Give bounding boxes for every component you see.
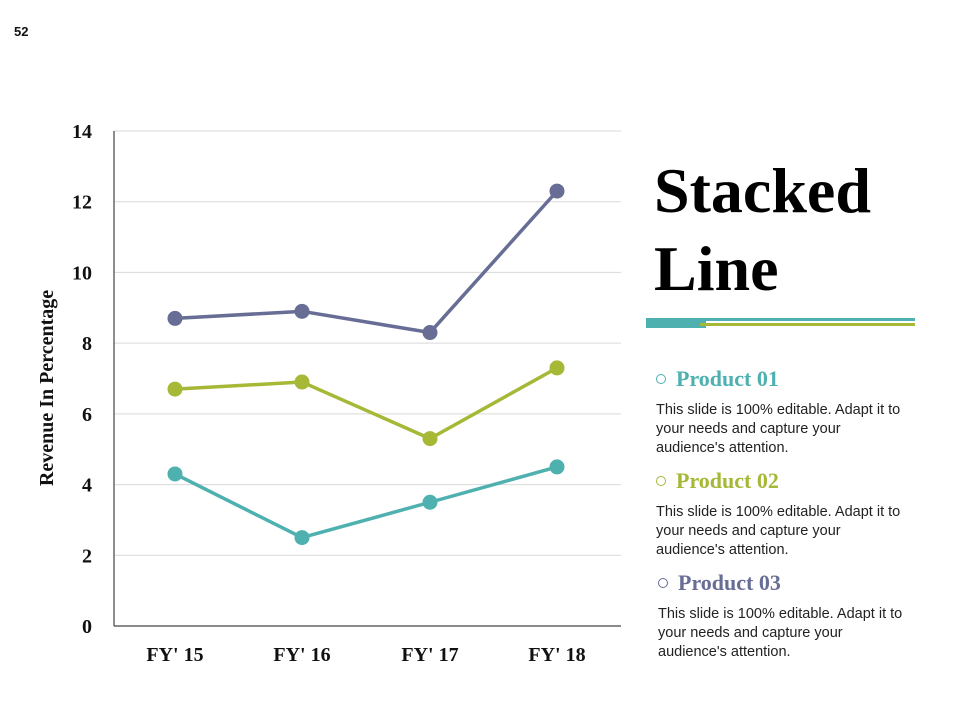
slide-title: Stacked Line <box>654 152 871 308</box>
y-tick-label: 6 <box>82 404 92 426</box>
legend-description-product-03: This slide is 100% editable. Adapt it to… <box>658 606 903 660</box>
x-tick-label: FY' 18 <box>528 644 585 666</box>
title-line-1: Stacked <box>654 155 871 226</box>
data-point-series-1 <box>549 459 565 475</box>
series-line-1 <box>174 465 558 540</box>
y-tick-label: 12 <box>72 192 92 214</box>
legend-description-product-02: This slide is 100% editable. Adapt it to… <box>656 504 901 558</box>
y-tick-label: 0 <box>82 616 92 638</box>
x-tick-label: FY' 17 <box>401 644 458 666</box>
data-point-series-2 <box>549 360 565 376</box>
legend-product-02: Product 02 <box>656 468 779 494</box>
y-tick-label: 14 <box>72 121 92 143</box>
accent-line-teal <box>700 318 915 321</box>
bullet-icon <box>658 578 668 588</box>
x-tick-label: FY' 16 <box>273 644 330 666</box>
y-axis-title: Revenue In Percentage <box>36 290 58 486</box>
legend-label-product-02: Product 02 <box>676 468 779 493</box>
x-tick-label: FY' 15 <box>146 644 203 666</box>
data-point-series-2 <box>422 431 438 447</box>
data-point-series-1 <box>167 466 183 482</box>
y-tick-label: 4 <box>82 475 92 497</box>
bullet-icon <box>656 374 666 384</box>
data-point-series-2 <box>294 374 310 390</box>
line-chart: 0 2 4 6 8 10 12 14 FY' 15 FY' 16 FY' 17 FY' 18 Reven… <box>36 121 621 666</box>
legend-description-product-01: This slide is 100% editable. Adapt it to… <box>656 402 901 456</box>
y-tick-label: 10 <box>72 262 92 284</box>
data-point-series-3 <box>549 183 565 199</box>
legend-product-01: Product 01 <box>656 366 779 392</box>
data-point-series-3 <box>422 325 438 341</box>
page-number: 52 <box>14 24 29 39</box>
title-line-2: Line <box>654 233 779 304</box>
accent-bar-teal <box>646 318 706 328</box>
y-tick-label: 8 <box>82 333 92 355</box>
legend-product-03: Product 03 <box>658 570 781 596</box>
accent-line-green <box>700 323 915 326</box>
series-line-3 <box>174 189 559 335</box>
bullet-icon <box>656 476 666 486</box>
data-point-series-1 <box>422 494 438 510</box>
legend-label-product-03: Product 03 <box>678 570 781 595</box>
data-point-series-2 <box>167 381 183 397</box>
data-point-series-3 <box>167 310 183 326</box>
series-line-2 <box>174 366 558 441</box>
legend-label-product-01: Product 01 <box>676 366 779 391</box>
y-tick-label: 2 <box>82 545 92 567</box>
data-point-series-3 <box>294 303 310 319</box>
data-point-series-1 <box>294 530 310 546</box>
